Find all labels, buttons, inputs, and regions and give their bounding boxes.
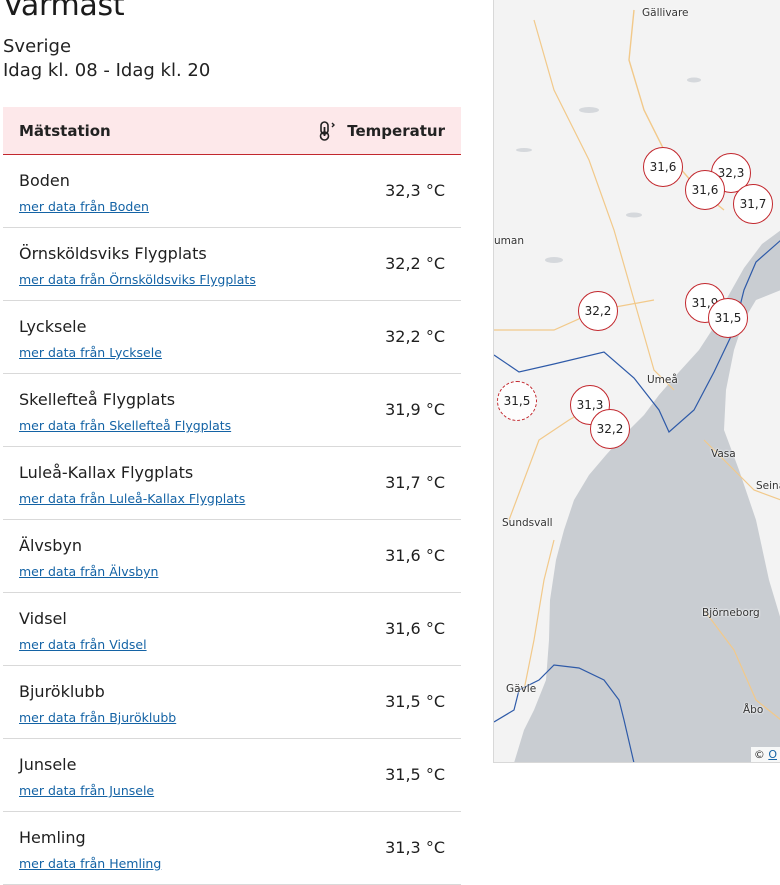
station-name: Skellefteå Flygplats <box>19 390 176 409</box>
station-name: Luleå-Kallax Flygplats <box>19 463 194 482</box>
station-data-link[interactable]: mer data från Älvsbyn <box>19 564 159 579</box>
map-temperature-marker[interactable]: 32,2 <box>578 291 618 331</box>
table-row: Älvsbyn mer data från Älvsbyn 31,6 °C <box>3 520 461 593</box>
city-label: Björneborg <box>702 607 760 619</box>
station-name: Örnsköldsviks Flygplats <box>19 244 207 263</box>
map-temperature-marker[interactable]: 31,6 <box>643 147 683 187</box>
station-data-link[interactable]: mer data från Skellefteå Flygplats <box>19 418 232 433</box>
map-temperature-marker[interactable]: 31,6 <box>685 170 725 210</box>
map-temperature-marker[interactable]: 31,5 <box>497 381 537 421</box>
copyright-symbol: © <box>753 748 765 761</box>
warmest-table: Mätstation Temperatur Boden mer data frå… <box>3 107 461 885</box>
table-row: Junsele mer data från Junsele 31,5 °C <box>3 739 461 812</box>
station-name: Lycksele <box>19 317 87 336</box>
city-label: Sundsvall <box>502 517 553 529</box>
station-temperature: 31,6 °C <box>385 546 445 565</box>
temperature-map[interactable]: Gällivare Umeå Vasa Seinä Sundsvall Björ… <box>493 0 780 763</box>
station-data-link[interactable]: mer data från Luleå-Kallax Flygplats <box>19 491 246 506</box>
thermometer-icon <box>319 120 336 141</box>
map-temperature-marker[interactable]: 31,5 <box>708 298 748 338</box>
table-row: Hemling mer data från Hemling 31,3 °C <box>3 812 461 885</box>
city-label: uman <box>494 235 524 247</box>
station-data-link[interactable]: mer data från Bjuröklubb <box>19 710 177 725</box>
station-data-link[interactable]: mer data från Boden <box>19 199 149 214</box>
table-row: Skellefteå Flygplats mer data från Skell… <box>3 374 461 447</box>
station-data-link[interactable]: mer data från Junsele <box>19 783 155 798</box>
column-header-temperature[interactable]: Temperatur <box>317 120 445 142</box>
station-temperature: 31,9 °C <box>385 400 445 419</box>
table-row: Lycksele mer data från Lycksele 32,2 °C <box>3 301 461 374</box>
map-temperature-marker[interactable]: 31,7 <box>733 184 773 224</box>
city-label: Seinä <box>756 480 780 492</box>
table-row: Boden mer data från Boden 32,3 °C <box>3 155 461 228</box>
station-data-link[interactable]: mer data från Lycksele <box>19 345 162 360</box>
city-label: Gällivare <box>642 7 689 19</box>
city-label: Åbo <box>743 704 764 716</box>
table-header: Mätstation Temperatur <box>3 107 461 155</box>
table-row: Örnsköldsviks Flygplats mer data från Ör… <box>3 228 461 301</box>
table-row: Bjuröklubb mer data från Bjuröklubb 31,5… <box>3 666 461 739</box>
station-temperature: 32,2 °C <box>385 254 445 273</box>
station-data-link[interactable]: mer data från Vidsel <box>19 637 147 652</box>
table-row: Vidsel mer data från Vidsel 31,6 °C <box>3 593 461 666</box>
column-header-temperature-label: Temperatur <box>347 121 445 140</box>
station-name: Hemling <box>19 828 86 847</box>
page-title: Varmast <box>3 0 125 23</box>
station-temperature: 32,2 °C <box>385 327 445 346</box>
station-temperature: 31,6 °C <box>385 619 445 638</box>
station-name: Älvsbyn <box>19 536 82 555</box>
station-data-link[interactable]: mer data från Örnsköldsviks Flygplats <box>19 272 256 287</box>
station-temperature: 31,3 °C <box>385 838 445 857</box>
period-label: Idag kl. 08 - Idag kl. 20 <box>3 60 211 81</box>
map-temperature-marker[interactable]: 32,2 <box>590 409 630 449</box>
attribution-link[interactable]: O <box>768 748 777 761</box>
table-row: Luleå-Kallax Flygplats mer data från Lul… <box>3 447 461 520</box>
column-header-station[interactable]: Mätstation <box>19 121 111 140</box>
city-label: Gävle <box>506 683 537 695</box>
station-data-link[interactable]: mer data från Hemling <box>19 856 162 871</box>
station-temperature: 31,5 °C <box>385 765 445 784</box>
map-background <box>494 0 780 762</box>
station-temperature: 32,3 °C <box>385 181 445 200</box>
station-temperature: 31,7 °C <box>385 473 445 492</box>
station-name: Bjuröklubb <box>19 682 105 701</box>
station-name: Vidsel <box>19 609 67 628</box>
map-attribution: © O <box>750 747 780 762</box>
city-label: Umeå <box>647 374 678 386</box>
region-label: Sverige <box>3 36 72 57</box>
station-name: Junsele <box>19 755 77 774</box>
city-label: Vasa <box>711 448 736 460</box>
station-name: Boden <box>19 171 70 190</box>
station-temperature: 31,5 °C <box>385 692 445 711</box>
